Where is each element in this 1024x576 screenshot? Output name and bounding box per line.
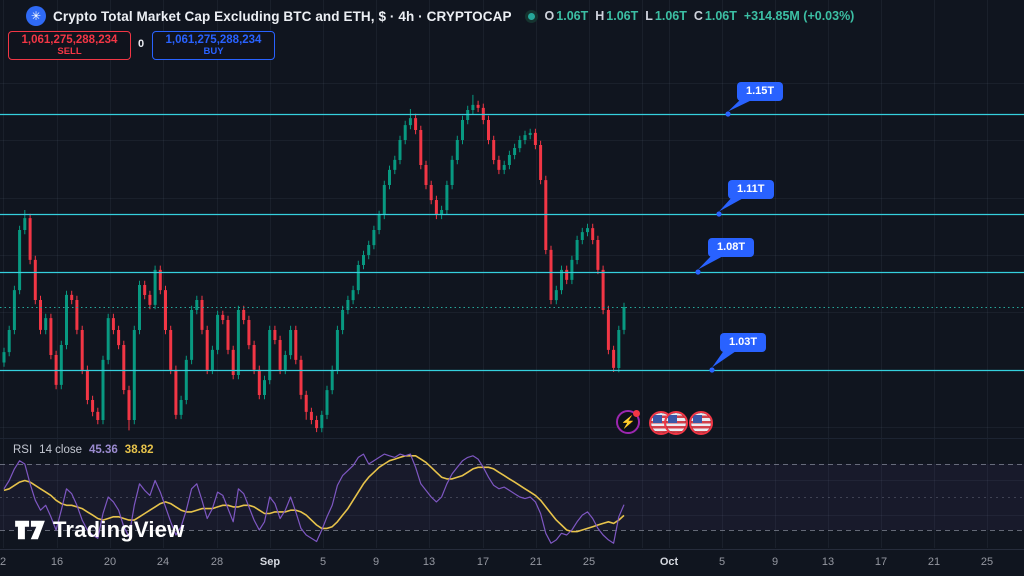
time-axis-label: 17 — [476, 556, 490, 568]
time-axis-label: 5 — [319, 556, 327, 568]
close-value: 1.06T — [704, 9, 737, 23]
time-axis-label: 5 — [718, 556, 726, 568]
time-axis-label: 13 — [422, 556, 436, 568]
high-key: H — [595, 9, 605, 23]
spread-value: 0 — [137, 38, 145, 50]
logo-glyph: ✳ — [30, 9, 42, 23]
time-axis-label: Sep — [259, 556, 281, 568]
us-flag-event-icon[interactable] — [689, 411, 713, 435]
rsi-band — [0, 464, 1024, 531]
watermark-text: TradingView — [53, 517, 185, 542]
time-axis-label: 28 — [210, 556, 224, 568]
low-key: L — [645, 9, 653, 23]
lightning-glyph: ⚡ — [620, 415, 636, 429]
rsi-plot — [3, 453, 625, 544]
rsi-params: 14 close — [39, 444, 83, 456]
tradingview-watermark: TradingView — [13, 517, 184, 543]
high-value: 1.06T — [606, 9, 639, 23]
price-callout-tail — [712, 349, 739, 368]
market-status-icon[interactable] — [524, 9, 538, 23]
change-value: +314.85M (+0.03%) — [743, 9, 855, 23]
down-candle-wicks — [29, 100, 615, 433]
open-value: 1.06T — [556, 9, 589, 23]
rsi-title: RSI — [13, 444, 33, 456]
up-candle-bodies — [2, 104, 626, 429]
rsi-band-fill — [0, 464, 1024, 530]
sell-button[interactable]: 1,061,275,288,234 SELL — [8, 31, 131, 60]
rsi-indicator-header[interactable]: RSI 14 close 45.36 38.82 — [13, 444, 154, 456]
time-axis-label: Oct — [659, 556, 679, 568]
time-axis-label: 13 — [821, 556, 835, 568]
price-callout-label[interactable]: 1.03T — [720, 333, 767, 352]
down-candle-bodies — [28, 104, 616, 429]
close-key: C — [693, 9, 703, 23]
time-axis-label: 20 — [103, 556, 117, 568]
time-axis-label: 2 — [0, 556, 7, 568]
ohlc-readout: O 1.06T H 1.06T L 1.06T C 1.06T +314.85M (+0.03%… — [545, 9, 857, 23]
time-axis-label: 25 — [980, 556, 994, 568]
open-key: O — [544, 9, 555, 23]
flag-canton — [668, 415, 677, 423]
time-axis-label: 21 — [529, 556, 543, 568]
time-axis-label: 25 — [582, 556, 596, 568]
buy-label: BUY — [203, 46, 224, 58]
rsi-value: 45.36 — [89, 444, 118, 456]
flag-canton — [653, 415, 662, 423]
time-axis[interactable]: 2 16 20 24 28 Sep 5 9 13 17 21 25 Oct 5 9 13 17 21 25 — [0, 549, 1024, 576]
price-callout-anchor-dot[interactable] — [695, 269, 701, 275]
time-axis-label: 24 — [156, 556, 170, 568]
price-callout-tail — [728, 98, 756, 112]
sell-value: 1,061,275,288,234 — [21, 33, 118, 46]
price-callout-anchor-dot[interactable] — [725, 111, 731, 117]
time-axis-label: 17 — [874, 556, 888, 568]
flag-canton — [693, 415, 702, 423]
candlesticks — [2, 94, 626, 433]
time-axis-label: 9 — [372, 556, 380, 568]
grid-lines — [0, 0, 1024, 548]
sell-label: SELL — [57, 46, 82, 58]
price-callout-anchor-dot[interactable] — [709, 367, 715, 373]
time-axis-label: 21 — [927, 556, 941, 568]
buy-value: 1,061,275,288,234 — [165, 33, 262, 46]
horizontal-level-lines[interactable] — [0, 98, 1024, 373]
symbol-title[interactable]: Crypto Total Market Cap Excluding BTC an… — [53, 8, 512, 24]
price-callout-label[interactable]: 1.15T — [737, 82, 784, 101]
us-flag-event-icon[interactable] — [664, 411, 688, 435]
price-callout-tail — [719, 196, 747, 212]
price-callout-label[interactable]: 1.08T — [708, 238, 755, 257]
rsi-line — [3, 453, 625, 544]
price-callout-label[interactable]: 1.11T — [728, 180, 774, 199]
time-axis-label: 9 — [771, 556, 779, 568]
rsi-ma-value: 38.82 — [124, 444, 154, 456]
symbol-header: ✳ Crypto Total Market Cap Excluding BTC … — [26, 5, 856, 27]
up-candle-wicks — [3, 94, 625, 433]
price-callout-tail — [698, 254, 727, 270]
time-axis-label: 16 — [50, 556, 64, 568]
rsi-ma-line — [3, 454, 625, 533]
cryptocap-logo-icon: ✳ — [26, 6, 46, 26]
lightning-event-icon[interactable]: ⚡ — [616, 410, 640, 434]
price-callout-anchor-dot[interactable] — [716, 211, 722, 217]
buy-button[interactable]: 1,061,275,288,234 BUY — [152, 31, 275, 60]
low-value: 1.06T — [654, 9, 687, 23]
tradingview-logo-icon — [15, 520, 45, 540]
